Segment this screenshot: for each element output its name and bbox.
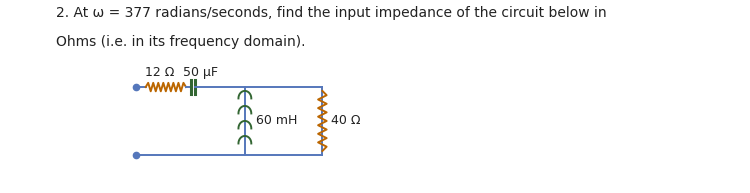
- Text: Ohms (i.e. in its frequency domain).: Ohms (i.e. in its frequency domain).: [56, 35, 306, 49]
- Text: 50 μF: 50 μF: [183, 66, 218, 79]
- Text: 2. At ω = 377 radians/seconds, find the input impedance of the circuit below in: 2. At ω = 377 radians/seconds, find the …: [56, 6, 607, 20]
- Text: 12 Ω: 12 Ω: [145, 66, 174, 79]
- Text: 40 Ω: 40 Ω: [332, 114, 361, 127]
- Text: 60 mH: 60 mH: [256, 114, 297, 127]
